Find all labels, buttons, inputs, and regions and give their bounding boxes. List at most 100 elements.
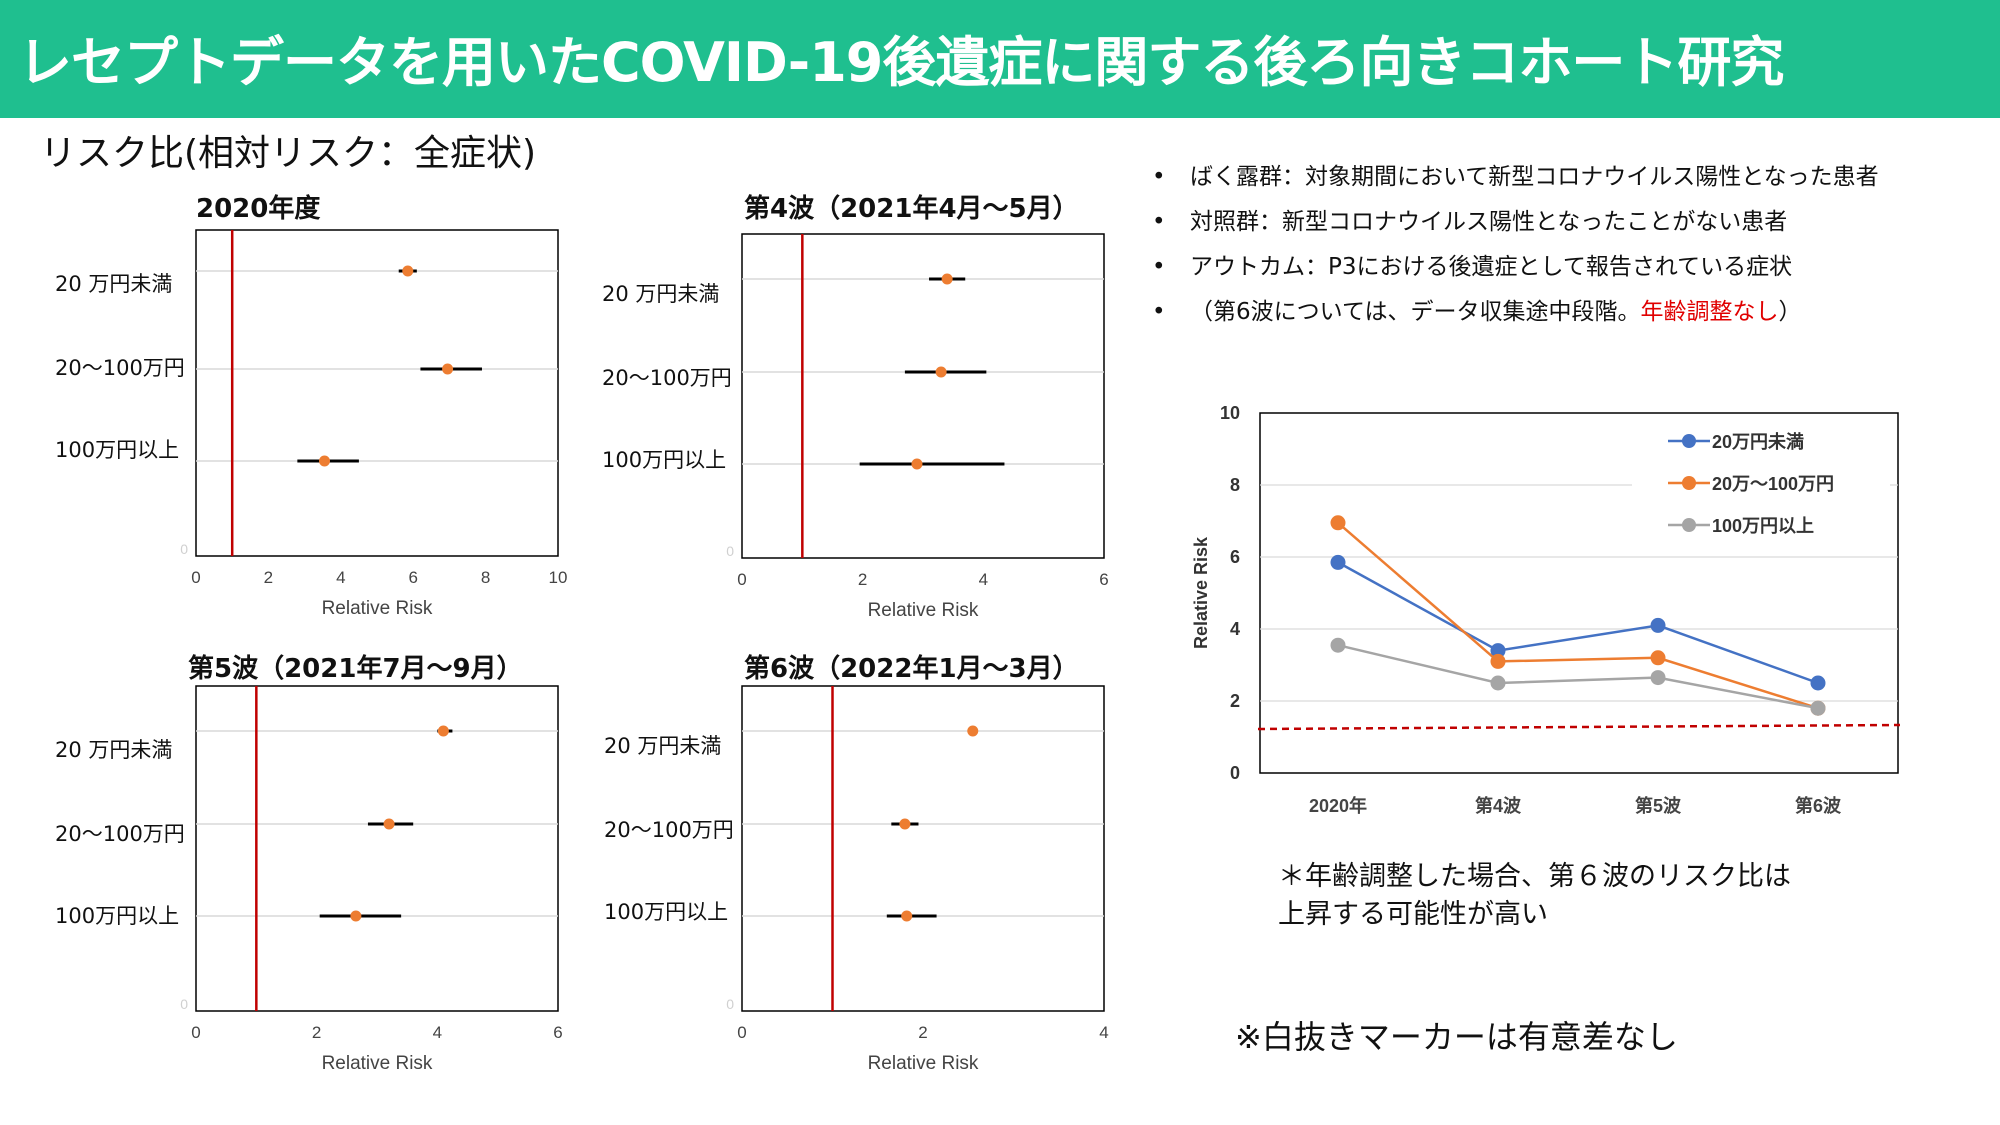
forest-0-xtick: 2 [264, 568, 273, 587]
forest-3-xlabel: Relative Risk [868, 1053, 979, 1074]
definition-wave6-note: • （第6波については、データ収集途中段階。年齢調整なし） [1152, 299, 1802, 325]
forest-1-y-zero: 0 [726, 543, 734, 559]
forest-1-xtick: 6 [1099, 570, 1108, 589]
definition-control: • 対照群：新型コロナウイルス陽性となったことがない患者 [1152, 209, 1788, 235]
legend-label-0: 20万円未満 [1712, 431, 1804, 452]
forest-3-estimate-2 [901, 910, 913, 922]
forest-1-estimate-2 [911, 458, 923, 470]
forest-w4-label-under20: 20 万円未満 [602, 282, 720, 306]
forest-title-wave5: 第5波（2021年7月〜9月） [188, 654, 523, 684]
forest-2-frame [195, 685, 559, 1012]
line-series-0-point [1490, 643, 1506, 659]
forest-w5-label-over100: 100万円以上 [55, 904, 180, 928]
forest-2-xlabel: Relative Risk [322, 1053, 433, 1074]
forest-0-xtick: 0 [191, 568, 200, 587]
line-series-0-point [1810, 675, 1826, 691]
forest-2-xtick: 0 [191, 1023, 200, 1042]
forest-2020-label-over100: 100万円以上 [55, 438, 180, 462]
line-series-0-point [1650, 617, 1666, 633]
forest-3-y-zero: 0 [726, 996, 734, 1012]
line-series-1-point [1650, 650, 1666, 666]
line-series-1-line [1337, 521, 1819, 710]
forest-0-y-zero: 0 [180, 541, 188, 557]
line-series-2-point [1490, 675, 1506, 691]
line-chart-ytick: 6 [1230, 547, 1240, 567]
forest-0-xtick: 6 [408, 568, 417, 587]
forest-2-estimate-0 [437, 725, 449, 737]
forest-w5-label-under20: 20 万円未満 [55, 738, 173, 762]
forest-0-xtick: 10 [549, 568, 568, 587]
forest-3-xtick: 0 [737, 1023, 746, 1042]
line-chart-xtick: 第4波 [1475, 795, 1522, 816]
forest-0-xlabel: Relative Risk [322, 598, 433, 619]
legend-swatch-marker-0 [1682, 434, 1696, 448]
line-chart-ytick: 2 [1230, 691, 1240, 711]
forest-1-xtick: 2 [858, 570, 867, 589]
legend-swatch-marker-2 [1682, 518, 1696, 532]
page-subtitle: リスク比(相対リスク：全症状) [40, 133, 537, 174]
forest-2-estimate-2 [350, 910, 362, 922]
line-series-2-point [1330, 637, 1346, 653]
line-series-2-point [1650, 670, 1666, 686]
forest-0-estimate-0 [402, 265, 414, 277]
forest-w6-label-over100: 100万円以上 [604, 900, 729, 924]
legend-label-2: 100万円以上 [1712, 516, 1814, 536]
line-series-2-point [1810, 700, 1826, 716]
forest-w4-label-20to100: 20〜100万円 [602, 366, 732, 390]
definition-exposed: • ばく露群：対象期間において新型コロナウイルス陽性となった患者 [1152, 164, 1879, 190]
line-chart-xtick: 第5波 [1635, 795, 1682, 816]
forest-2020-label-under20: 20 万円未満 [55, 272, 173, 296]
forest-1-xtick: 4 [979, 570, 988, 589]
marker-note: ※白抜きマーカーは有意差なし [1235, 1018, 1678, 1056]
forest-3-frame [741, 685, 1105, 1012]
forest-3-xtick: 2 [918, 1023, 927, 1042]
forest-2-xtick: 4 [433, 1023, 442, 1042]
forest-3-estimate-1 [899, 818, 911, 830]
forest-2020-label-20to100: 20〜100万円 [55, 356, 185, 380]
forest-1-estimate-1 [935, 366, 947, 378]
forest-0-estimate-1 [442, 363, 454, 375]
forest-3-estimate-0 [967, 725, 979, 737]
forest-0-frame [195, 229, 559, 557]
forest-2-estimate-1 [383, 818, 395, 830]
forest-1-xtick: 0 [737, 570, 746, 589]
line-chart-ytick: 0 [1230, 763, 1240, 783]
line-series-1-point [1330, 515, 1346, 531]
forest-1-xlabel: Relative Risk [868, 600, 979, 621]
line-chart-ytick: 10 [1220, 403, 1240, 423]
line-chart-xtick: 第6波 [1795, 795, 1842, 816]
forest-0-xtick: 8 [481, 568, 490, 587]
forest-title-wave6: 第6波（2022年1月〜3月） [744, 654, 1079, 684]
definition-outcome: • アウトカム：P3における後遺症として報告されている症状 [1152, 254, 1793, 280]
line-chart-ylabel: Relative Risk [1191, 536, 1211, 649]
forest-3-xtick: 4 [1099, 1023, 1108, 1042]
forest-w6-label-20to100: 20〜100万円 [604, 818, 734, 842]
title-bar: レセプトデータを用いたCOVID-19後遺症に関する後ろ向きコホート研究 [0, 0, 2000, 118]
line-series-0-line [1337, 561, 1819, 685]
forest-0-estimate-2 [319, 455, 331, 467]
line-chart-ytick: 4 [1230, 619, 1240, 639]
line-chart-xtick: 2020年 [1309, 795, 1367, 816]
forest-1-estimate-0 [941, 273, 953, 285]
forest-2-xtick: 2 [312, 1023, 321, 1042]
forest-w5-label-20to100: 20〜100万円 [55, 822, 185, 846]
page-title: レセプトデータを用いたCOVID-19後遺症に関する後ろ向きコホート研究 [18, 31, 1784, 94]
age-adjust-note: ＊年齢調整した場合、第６波のリスク比は 上昇する可能性が高い [1278, 861, 1791, 930]
line-series-2-line [1337, 643, 1819, 710]
forest-w4-label-over100: 100万円以上 [602, 448, 727, 472]
forest-0-xtick: 4 [336, 568, 345, 587]
forest-2-xtick: 6 [553, 1023, 562, 1042]
forest-title-wave4: 第4波（2021年4月〜5月） [744, 194, 1079, 224]
line-series-0-point [1330, 554, 1346, 570]
forest-w6-label-under20: 20 万円未満 [604, 734, 722, 758]
forest-1-frame [741, 233, 1105, 559]
legend-label-1: 20万〜100万円 [1712, 474, 1834, 494]
no-age-adjust-text: 年齢調整なし [1640, 299, 1779, 325]
forest-title-2020: 2020年度 [196, 194, 321, 224]
forest-2-y-zero: 0 [180, 996, 188, 1012]
line-chart-ytick: 8 [1230, 475, 1240, 495]
definitions-list: • ばく露群：対象期間において新型コロナウイルス陽性となった患者 • 対照群：新型コ… [1148, 160, 1879, 340]
line-series-1-point [1490, 653, 1506, 669]
legend-swatch-marker-1 [1682, 476, 1696, 490]
